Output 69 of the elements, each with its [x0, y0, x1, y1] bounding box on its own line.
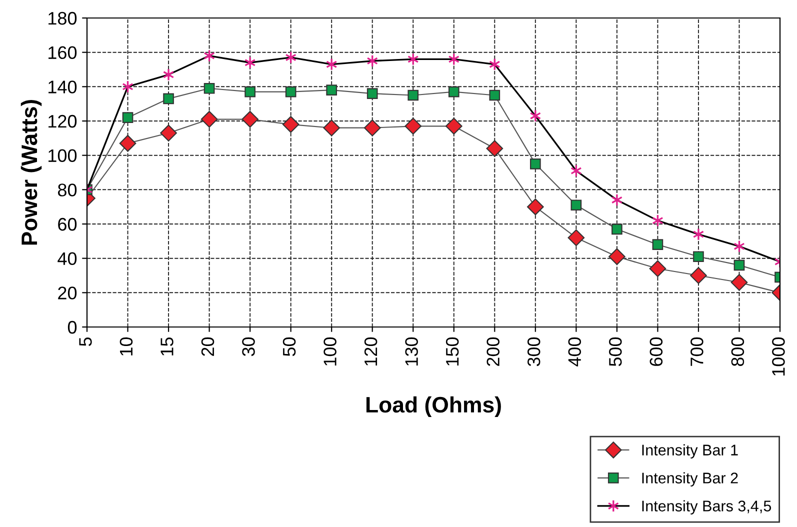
point: [530, 158, 541, 170]
point: [527, 198, 544, 216]
x-axis-title: Load (Ohms): [366, 396, 501, 418]
point: [285, 86, 296, 98]
x-tick-label: 10: [120, 337, 133, 356]
point: [122, 112, 134, 123]
point: [282, 116, 300, 133]
point: [163, 93, 174, 104]
point: [366, 88, 378, 99]
point: [734, 260, 745, 271]
y-tick-label: 180: [48, 12, 77, 25]
x-tick-label: 500: [609, 337, 622, 366]
point: [404, 118, 422, 135]
x-tick-label: 400: [568, 337, 582, 366]
y-tick-label: 40: [58, 252, 77, 266]
point: [693, 251, 704, 262]
x-tick-label: 200: [486, 337, 500, 366]
point: [200, 110, 218, 128]
x-tick-label: 20: [201, 337, 214, 356]
point: [445, 118, 462, 135]
point: [692, 228, 704, 241]
x-tick-label: 300: [527, 337, 540, 366]
y-tick-label: 60: [58, 218, 77, 231]
point: [649, 260, 666, 278]
point: [408, 90, 419, 101]
point: [652, 239, 664, 250]
y-tick-label: 0: [68, 320, 77, 334]
point: [570, 200, 582, 211]
x-tick-label: 150: [446, 337, 459, 366]
point: [730, 274, 748, 291]
point: [612, 224, 622, 235]
point: [323, 119, 340, 136]
point: [242, 110, 258, 128]
point: [608, 248, 626, 266]
x-tick-label: 100: [324, 337, 336, 366]
x-tick-label: 50: [282, 337, 296, 356]
point: [160, 124, 177, 142]
legend-label: Intensity Bar 2: [642, 472, 738, 486]
y-tick-label: 20: [58, 286, 77, 300]
point: [568, 229, 585, 246]
point: [448, 86, 460, 98]
point: [489, 90, 500, 101]
point: [162, 68, 174, 82]
point: [690, 267, 707, 284]
point: [244, 56, 256, 70]
point: [204, 82, 215, 94]
x-tick-label: 1000: [772, 337, 785, 376]
legend-label: Intensity Bars 3,4,5: [642, 500, 772, 514]
x-tick-label: 5: [79, 337, 92, 346]
point: [119, 134, 136, 152]
x-tick-label: 130: [405, 337, 418, 366]
point: [326, 84, 338, 96]
legend-label: Intensity Bar 1: [642, 444, 738, 458]
x-tick-label: 120: [364, 337, 378, 366]
x-tick-label: 30: [242, 337, 255, 356]
point: [364, 119, 381, 136]
y-tick-label: 100: [48, 149, 77, 162]
y-axis-title: Power (Watts): [20, 100, 42, 245]
x-tick-label: 800: [731, 337, 744, 366]
y-tick-label: 120: [48, 114, 77, 128]
x-tick-label: 600: [650, 337, 663, 366]
x-tick-label: 700: [690, 337, 704, 366]
point: [244, 86, 256, 98]
x-tick-label: 15: [160, 337, 174, 356]
y-tick-label: 160: [48, 46, 77, 60]
point: [486, 140, 504, 157]
y-tick-label: 140: [48, 80, 77, 94]
point: [611, 194, 623, 206]
y-tick-label: 80: [58, 184, 77, 196]
